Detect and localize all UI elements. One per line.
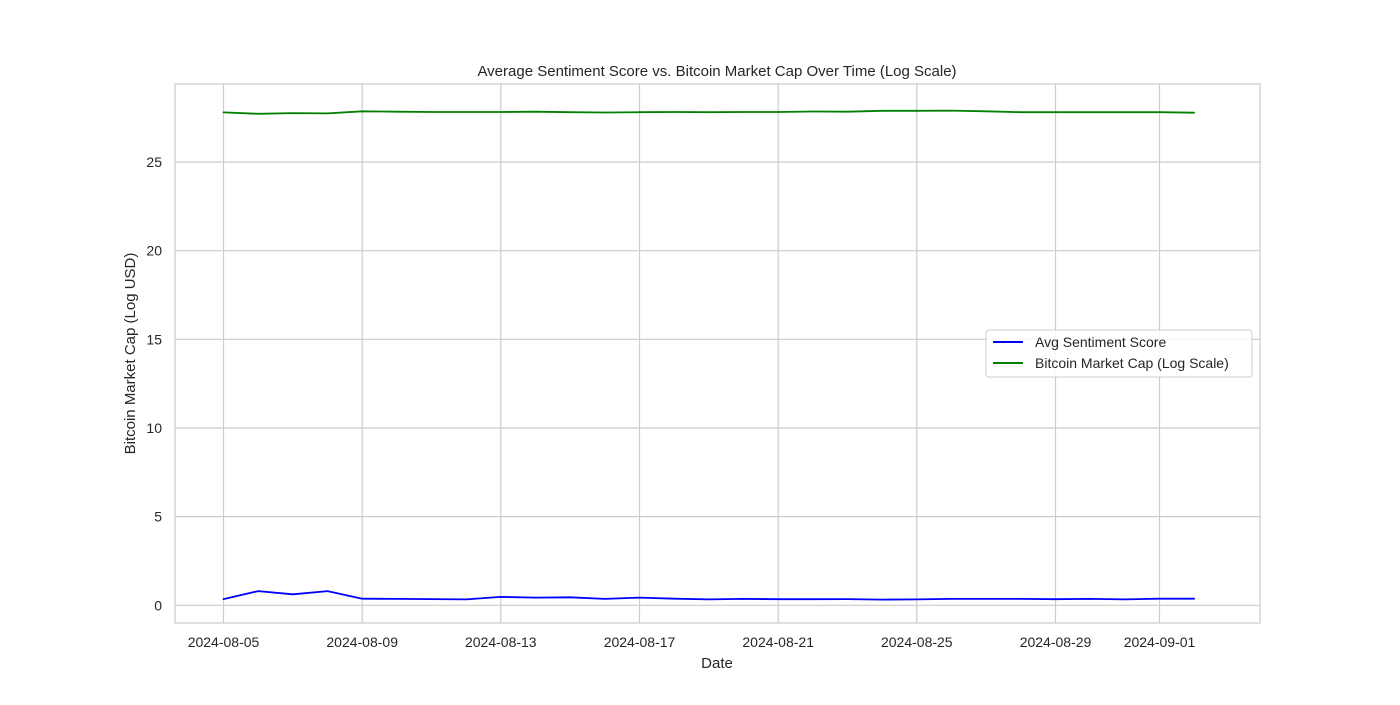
series-layer	[222, 109, 1195, 601]
x-tick-label: 2024-08-13	[465, 634, 537, 650]
x-axis-label: Date	[701, 655, 733, 672]
y-tick-labels: 0 5 10 15 20 25	[146, 154, 162, 613]
y-tick-label: 25	[146, 154, 162, 170]
bitcoin-market-cap-line	[222, 109, 1195, 115]
legend-label-bitcoin-market-cap: Bitcoin Market Cap (Log Scale)	[1035, 355, 1229, 371]
y-tick-label: 15	[146, 331, 162, 347]
x-tick-labels: 2024-08-05 2024-08-09 2024-08-13 2024-08-17…	[188, 634, 1196, 650]
legend: Avg Sentiment Score Bitcoin Market Cap (…	[985, 329, 1253, 378]
x-tick-label: 2024-08-21	[742, 634, 814, 650]
y-tick-label: 5	[154, 509, 162, 525]
legend-label-avg-sentiment: Avg Sentiment Score	[1035, 334, 1166, 350]
legend-box	[985, 329, 1253, 378]
x-tick-label: 2024-09-01	[1124, 634, 1196, 650]
x-tick-label: 2024-08-09	[326, 634, 398, 650]
x-tick-label: 2024-08-05	[188, 634, 260, 650]
y-tick-label: 10	[146, 420, 162, 436]
x-tick-label: 2024-08-17	[604, 634, 676, 650]
chart-title: Average Sentiment Score vs. Bitcoin Mark…	[477, 63, 956, 80]
plot-frame	[174, 83, 1261, 624]
y-tick-label: 20	[146, 243, 162, 259]
avg-sentiment-line	[222, 590, 1195, 601]
grid-lines	[175, 84, 1260, 623]
x-tick-label: 2024-08-25	[881, 634, 953, 650]
x-tick-label: 2024-08-29	[1020, 634, 1092, 650]
y-axis-label: Bitcoin Market Cap (Log USD)	[122, 253, 139, 455]
y-tick-label: 0	[154, 597, 162, 613]
